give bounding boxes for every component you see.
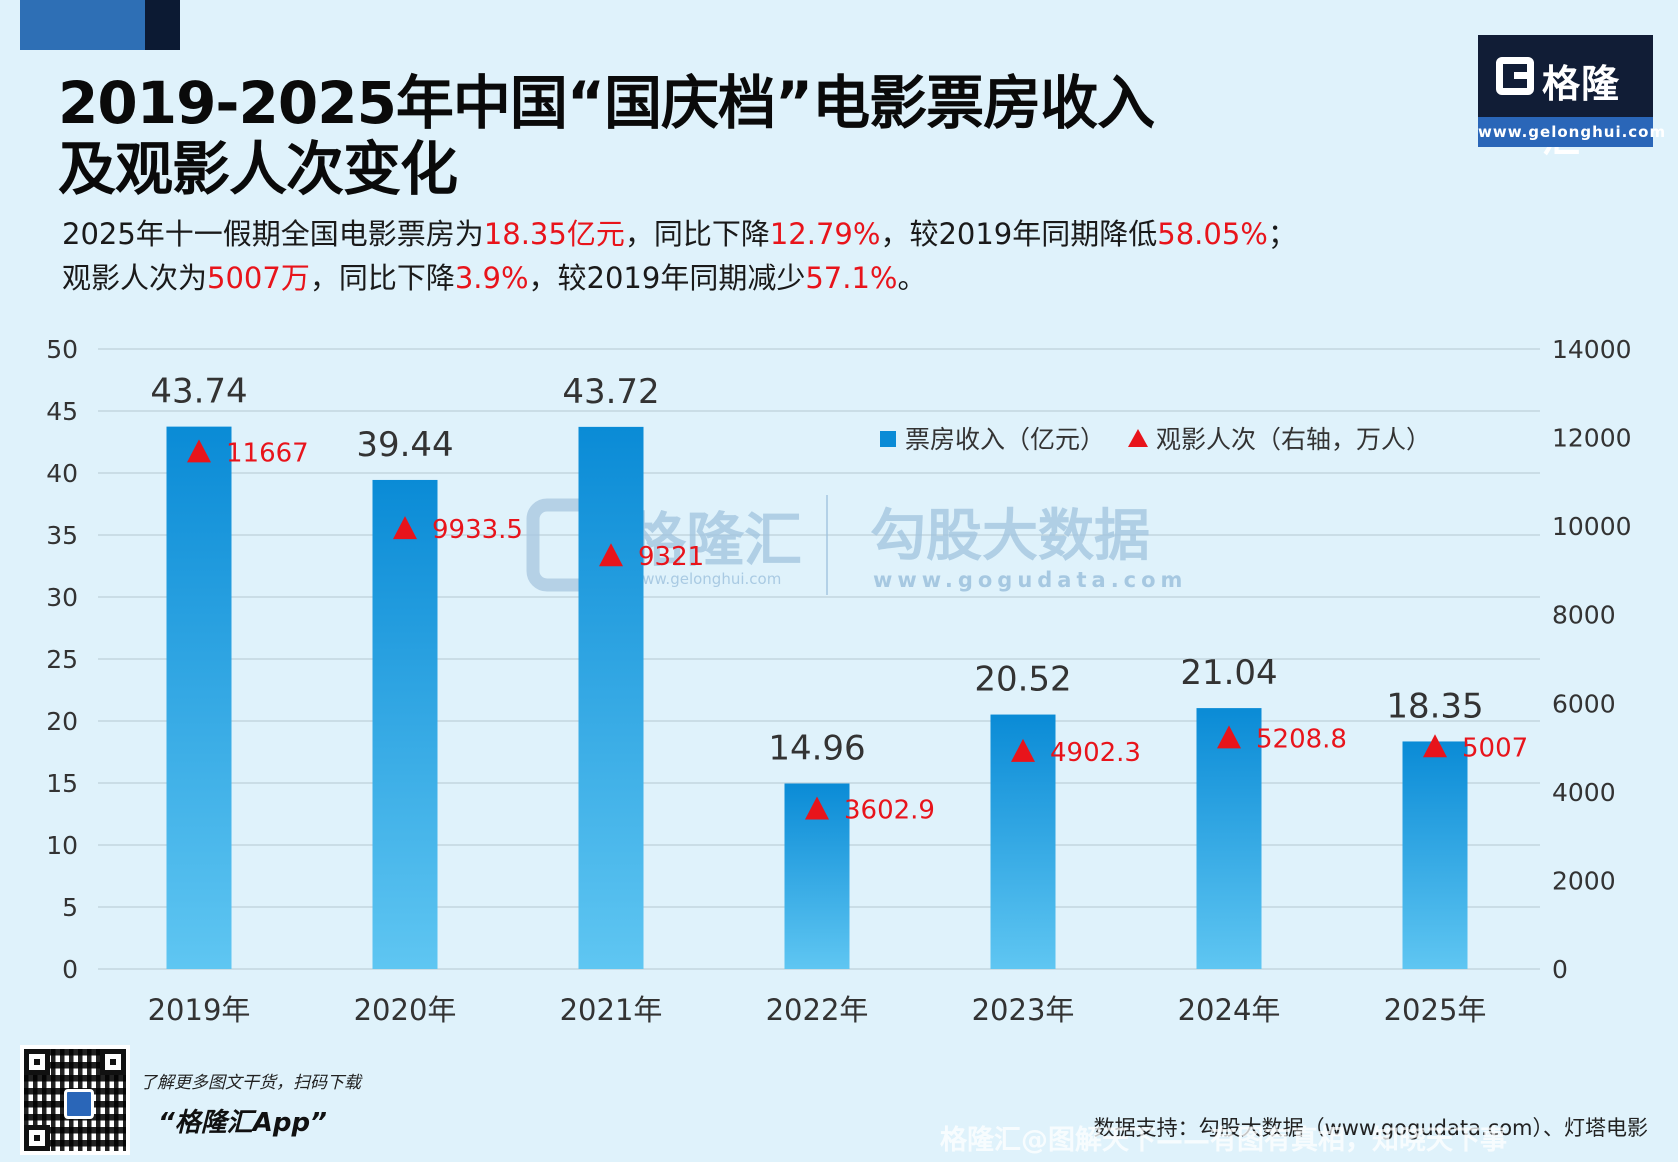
- bar: [578, 426, 644, 969]
- left-tick-label: 10: [46, 831, 78, 860]
- triangle-marker: [393, 516, 417, 540]
- summary-text: 观影人次为: [62, 261, 208, 295]
- category-axis: 2019年 2020年 2021年 2022年 2023年 2024年 2025年: [148, 993, 1487, 1027]
- category-label: 2020年: [354, 993, 457, 1027]
- marker-value-label: 9933.5: [432, 515, 523, 545]
- marker-value-label: 5007: [1462, 733, 1528, 763]
- left-tick-label: 20: [46, 707, 78, 736]
- bar-value-label: 14.96: [768, 728, 865, 768]
- marker-value-label: 11667: [226, 438, 309, 468]
- watermark-url: www.gogudata.com: [873, 568, 1187, 592]
- gelonghui-logo: 格隆汇 www.gelonghui.com: [1478, 35, 1665, 161]
- left-tick-label: 30: [46, 583, 78, 612]
- marker-value-label: 3602.9: [844, 795, 935, 825]
- bar-value-label: 18.35: [1386, 686, 1483, 726]
- summary-text: 。: [897, 261, 927, 295]
- left-tick-label: 15: [46, 769, 78, 798]
- summary-text: ，较2019年同期降低: [880, 217, 1158, 251]
- marker-value-label: 4902.3: [1050, 738, 1141, 768]
- qr-caption: 了解更多图文干货，扫码下载: [140, 1073, 361, 1093]
- bar: [166, 426, 232, 969]
- right-tick-label: 6000: [1552, 689, 1616, 718]
- summary-line-1: 2025年十一假期全国电影票房为18.35亿元，同比下降12.79%，较2019…: [62, 216, 1297, 252]
- app-name: “格隆汇App”: [158, 1108, 327, 1138]
- bar-value-label: 43.72: [562, 372, 659, 412]
- bar-value-label: 39.44: [356, 425, 453, 465]
- right-tick-label: 2000: [1552, 866, 1616, 895]
- triangle-marker: [1423, 734, 1447, 758]
- marker-series: 11667 9933.5 9321 3602.9 4902.3 5208.8 5007: [187, 438, 1528, 825]
- title-line-1: 2019-2025年中国“国庆档”电影票房收入: [58, 69, 1155, 137]
- corner-accent-blue: [20, 0, 145, 50]
- logo-url: www.gelonghui.com: [1478, 117, 1665, 147]
- right-tick-label: 14000: [1552, 335, 1632, 364]
- legend-bar-label: 票房收入（亿元）: [905, 425, 1105, 454]
- left-tick-label: 5: [62, 893, 78, 922]
- page-title: 2019-2025年中国“国庆档”电影票房收入 及观影人次变化: [58, 69, 1155, 203]
- data-source: 数据支持：勾股大数据（www.gogudata.com）、灯塔电影: [1093, 1116, 1648, 1140]
- footer-watermark: 格隆汇@图解天下——有图有真相，知晓天下事: [940, 1125, 1507, 1156]
- summary-highlight: 18.35亿元: [483, 217, 625, 251]
- marker-value-label: 9321: [638, 542, 704, 572]
- gridlines: [98, 348, 1540, 970]
- left-tick-label: 40: [46, 459, 78, 488]
- summary-highlight: 5007万: [207, 261, 310, 295]
- watermark-name: 格隆汇: [628, 506, 802, 574]
- bar: [1196, 708, 1262, 969]
- summary-highlight: 3.9%: [454, 261, 529, 295]
- summary-text: ，同比下降: [624, 217, 770, 251]
- right-tick-label: 0: [1552, 955, 1568, 984]
- legend-bar-swatch: [880, 431, 896, 447]
- legend-triangle-icon: [1128, 429, 1148, 447]
- watermark-url: www.gelonghui.com: [630, 570, 781, 588]
- summary-highlight: 12.79%: [769, 217, 881, 251]
- triangle-marker: [805, 796, 829, 820]
- logo-g-icon: [1496, 57, 1534, 95]
- qr-logo-icon: [64, 1089, 94, 1119]
- summary-highlight: 57.1%: [805, 261, 898, 295]
- right-tick-label: 10000: [1552, 512, 1632, 541]
- left-tick-label: 45: [46, 397, 78, 426]
- triangle-marker: [1011, 738, 1035, 762]
- left-tick-label: 25: [46, 645, 78, 674]
- summary-text: ，同比下降: [309, 261, 455, 295]
- marker-value-label: 5208.8: [1256, 724, 1347, 754]
- bar: [1402, 741, 1468, 969]
- bar-series: 43.74 39.44 43.72 14.96 20.52 21.04 18.35: [150, 372, 1484, 969]
- summary-text: ；: [1267, 217, 1297, 251]
- category-label: 2019年: [148, 993, 251, 1027]
- summary-highlight: 58.05%: [1157, 217, 1268, 251]
- bar: [372, 479, 438, 969]
- left-axis: 0 5 10 15 20 25 30 35 40 45 50: [46, 335, 78, 984]
- summary-text: 2025年十一假期全国电影票房为: [62, 217, 484, 251]
- category-label: 2023年: [972, 993, 1075, 1027]
- triangle-marker: [599, 543, 623, 567]
- bar-value-label: 20.52: [974, 660, 1071, 700]
- right-tick-label: 12000: [1552, 424, 1632, 453]
- corner-accent-dark: [145, 0, 180, 50]
- left-tick-label: 0: [62, 955, 78, 984]
- left-tick-label: 35: [46, 521, 78, 550]
- triangle-marker: [1217, 725, 1241, 749]
- left-tick-label: 50: [46, 335, 78, 364]
- legend: 票房收入（亿元） 观影人次（右轴，万人）: [880, 425, 1431, 454]
- category-label: 2022年: [766, 993, 869, 1027]
- right-tick-label: 4000: [1552, 778, 1616, 807]
- title-line-2: 及观影人次变化: [58, 135, 458, 203]
- right-tick-label: 8000: [1552, 601, 1616, 630]
- bar-value-label: 21.04: [1180, 653, 1277, 693]
- right-axis: 0 2000 4000 6000 8000 10000 12000 14000: [1552, 335, 1632, 984]
- legend-marker-label: 观影人次（右轴，万人）: [1156, 425, 1431, 454]
- summary-text: ，较2019年同期减少: [528, 261, 806, 295]
- bar-value-label: 43.74: [150, 372, 247, 412]
- category-label: 2021年: [560, 993, 663, 1027]
- category-label: 2025年: [1384, 993, 1487, 1027]
- watermark-name: 勾股大数据: [870, 504, 1150, 569]
- triangle-marker: [187, 439, 211, 463]
- qr-code: [20, 1045, 130, 1155]
- category-label: 2024年: [1178, 993, 1281, 1027]
- summary-line-2: 观影人次为5007万，同比下降3.9%，较2019年同期减少57.1%。: [62, 260, 927, 296]
